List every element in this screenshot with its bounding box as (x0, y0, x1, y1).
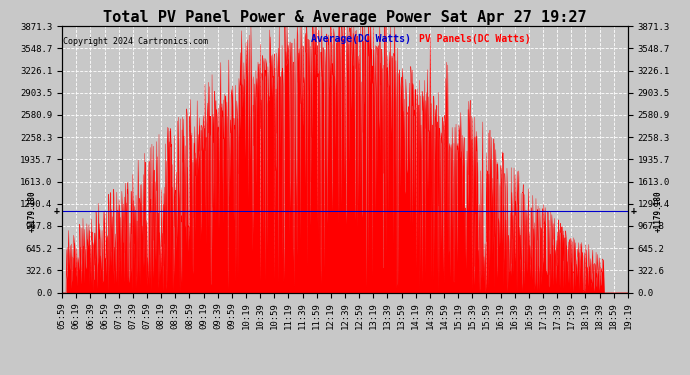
Text: +1179.180: +1179.180 (653, 190, 662, 232)
Text: +: + (53, 206, 59, 216)
Text: +1179.180: +1179.180 (28, 190, 37, 232)
Title: Total PV Panel Power & Average Power Sat Apr 27 19:27: Total PV Panel Power & Average Power Sat… (104, 10, 586, 25)
Text: Average(DC Watts): Average(DC Watts) (311, 34, 411, 44)
Text: Copyright 2024 Cartronics.com: Copyright 2024 Cartronics.com (63, 37, 208, 46)
Text: +: + (631, 206, 637, 216)
Text: PV Panels(DC Watts): PV Panels(DC Watts) (419, 34, 530, 44)
